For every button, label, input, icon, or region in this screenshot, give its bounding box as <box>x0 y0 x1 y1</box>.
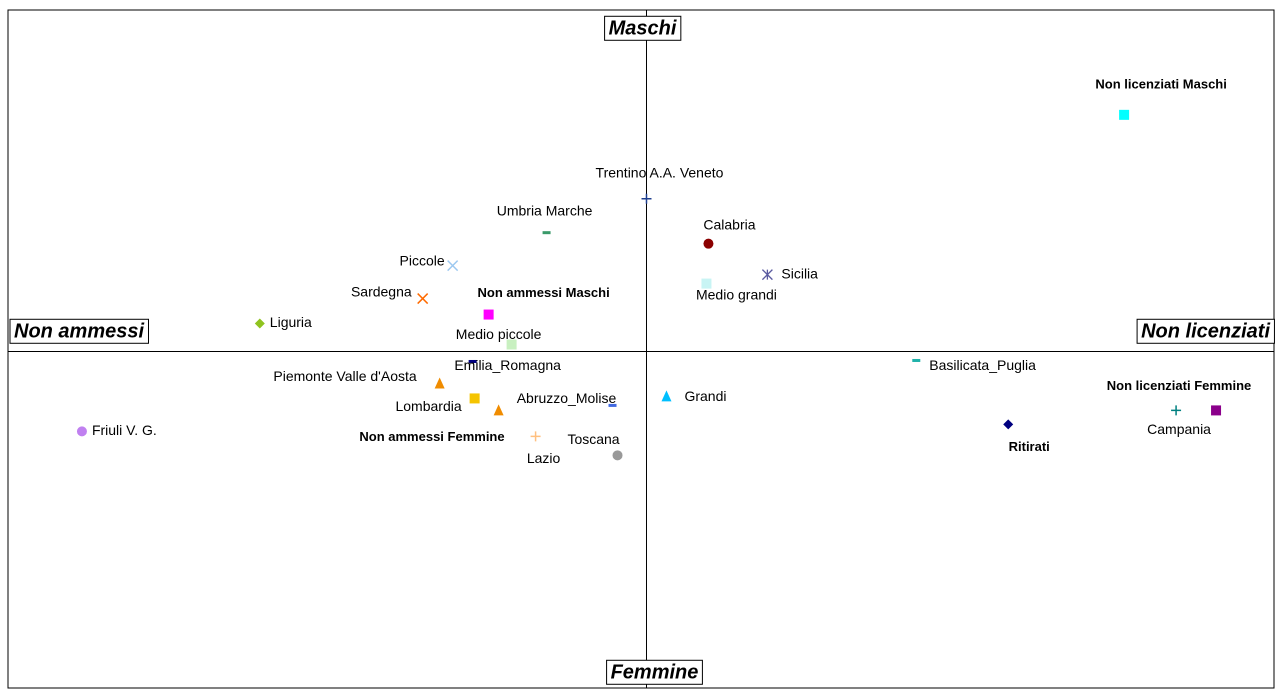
marker <box>76 426 87 437</box>
point-label: Friuli V. G. <box>92 422 157 438</box>
marker <box>701 278 712 289</box>
marker <box>493 404 504 416</box>
marker <box>1003 419 1014 430</box>
marker <box>468 359 477 363</box>
point-label: Lazio <box>527 450 561 466</box>
marker <box>661 390 672 402</box>
marker <box>703 238 714 249</box>
marker <box>912 358 921 362</box>
point-label: Grandi <box>684 388 726 404</box>
marker <box>542 231 551 235</box>
point-label: Non licenziati Femmine <box>1107 378 1251 393</box>
point-label: Toscana <box>567 431 619 447</box>
point-label: Medio piccole <box>456 326 542 342</box>
marker <box>483 309 494 320</box>
point-label: Medio grandi <box>696 286 777 302</box>
marker <box>469 393 480 404</box>
point-label: Liguria <box>270 314 312 330</box>
axis-label-box <box>9 318 149 344</box>
axis-label: Femmine <box>611 661 699 683</box>
point-label: Piccole <box>400 252 445 268</box>
marker <box>530 431 541 442</box>
point-label: Basilicata_Puglia <box>929 357 1036 373</box>
marker <box>254 318 265 329</box>
point-label: Piemonte Valle d'Aosta <box>273 368 416 384</box>
marker <box>612 450 623 461</box>
point-label: Umbria Marche <box>497 202 593 218</box>
point-label: Calabria <box>703 216 755 232</box>
marker <box>761 269 773 281</box>
axis-label: Maschi <box>609 17 677 39</box>
marker <box>447 260 459 272</box>
point-label: Non ammessi Femmine <box>359 429 504 444</box>
marker <box>434 377 445 389</box>
axis-label: Non licenziati <box>1141 320 1270 342</box>
point-label: Emilia_Romagna <box>454 357 561 373</box>
point-label: Trentino A.A. Veneto <box>596 164 724 180</box>
axis-label-box <box>606 659 703 685</box>
point-label: Non licenziati Maschi <box>1095 76 1226 91</box>
point-label: Abruzzo_Molise <box>517 390 617 406</box>
axis-label: Non ammessi <box>14 320 144 342</box>
point-label: Sardegna <box>351 283 412 299</box>
point-label: Sicilia <box>781 265 818 281</box>
marker <box>1171 405 1182 416</box>
marker <box>1211 405 1222 416</box>
point-label: Non ammessi Maschi <box>478 285 610 300</box>
marker <box>641 193 652 204</box>
marker <box>1119 109 1130 120</box>
point-label: Lombardia <box>395 398 461 414</box>
marker <box>417 293 429 305</box>
point-label: Ritirati <box>1009 439 1050 454</box>
marker <box>608 403 617 407</box>
marker <box>506 339 517 350</box>
axis-label-box <box>604 15 682 41</box>
point-label: Campania <box>1147 421 1211 437</box>
axis-label-box <box>1136 318 1275 344</box>
plot-frame <box>7 9 1275 689</box>
